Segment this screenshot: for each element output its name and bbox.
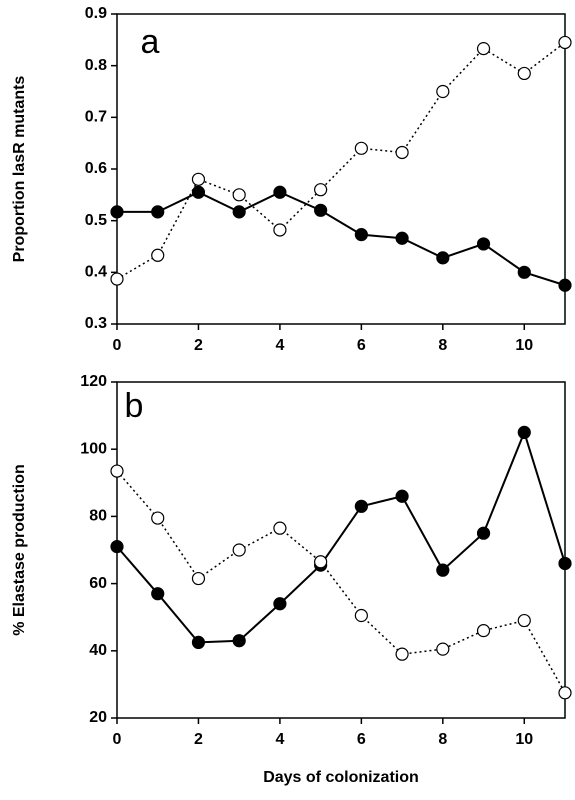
marker xyxy=(314,183,328,197)
x-tick-label: 10 xyxy=(515,731,533,748)
y-tick-label: 0.7 xyxy=(85,109,107,126)
y-tick-label: 20 xyxy=(89,709,107,726)
marker xyxy=(354,228,368,242)
x-tick-label: 8 xyxy=(438,731,447,748)
y-tick-label: 120 xyxy=(80,373,107,390)
marker xyxy=(558,556,572,571)
series-line xyxy=(116,470,566,694)
marker xyxy=(191,635,206,650)
marker xyxy=(517,425,531,439)
y-tick-label: 0.6 xyxy=(85,160,107,177)
y-tick-label: 40 xyxy=(89,642,107,659)
marker xyxy=(476,526,491,540)
marker xyxy=(517,265,531,279)
series-line xyxy=(117,191,566,287)
marker xyxy=(110,464,124,478)
marker xyxy=(354,608,368,623)
marker xyxy=(558,278,572,292)
marker xyxy=(232,188,246,202)
y-tick-label: 0.9 xyxy=(85,5,107,22)
marker xyxy=(191,172,206,186)
marker xyxy=(558,686,572,700)
marker xyxy=(314,203,328,217)
y-tick-label: 0.4 xyxy=(85,264,107,281)
x-tick-label: 0 xyxy=(113,731,122,748)
marker xyxy=(476,237,491,251)
marker xyxy=(110,540,124,554)
marker xyxy=(395,489,409,503)
x-tick-label: 4 xyxy=(275,337,284,354)
marker xyxy=(436,642,450,656)
y-axis-label: Proportion lasR mutants xyxy=(11,76,28,263)
marker xyxy=(232,543,246,557)
x-tick-label: 2 xyxy=(194,731,203,748)
marker xyxy=(151,205,165,219)
marker xyxy=(314,555,328,569)
marker xyxy=(232,634,246,648)
x-tick-label: 8 xyxy=(438,337,447,354)
marker xyxy=(354,141,368,155)
marker xyxy=(191,185,206,199)
marker xyxy=(273,597,287,611)
y-tick-label: 0.3 xyxy=(85,315,107,332)
marker xyxy=(151,511,165,525)
marker xyxy=(110,272,124,286)
plot-frame xyxy=(116,13,566,325)
marker xyxy=(110,205,124,219)
marker xyxy=(151,248,165,262)
plot-frame xyxy=(116,381,566,719)
y-tick-label: 100 xyxy=(80,440,107,457)
marker xyxy=(476,42,491,56)
x-tick-label: 4 xyxy=(275,731,284,748)
marker xyxy=(436,84,450,99)
y-tick-label: 0.8 xyxy=(85,57,107,74)
x-axis-label: Days of colonization xyxy=(263,769,419,786)
x-tick-label: 6 xyxy=(357,731,366,748)
series-line xyxy=(116,429,566,644)
panel-label: b xyxy=(125,387,144,425)
marker xyxy=(395,647,409,661)
marker xyxy=(476,624,491,638)
y-axis-label: % Elastase production xyxy=(11,464,28,636)
marker xyxy=(517,66,531,81)
x-tick-label: 10 xyxy=(515,337,533,354)
y-tick-label: 0.5 xyxy=(85,212,107,229)
marker xyxy=(558,35,572,50)
marker xyxy=(436,251,450,265)
marker xyxy=(517,613,531,628)
marker xyxy=(273,185,287,199)
marker xyxy=(151,587,165,601)
marker xyxy=(273,521,287,535)
marker xyxy=(354,499,368,513)
marker xyxy=(273,223,287,237)
y-tick-label: 60 xyxy=(89,575,107,592)
series-line xyxy=(116,41,566,280)
x-tick-label: 2 xyxy=(194,337,203,354)
marker xyxy=(436,563,450,577)
marker xyxy=(191,571,206,586)
marker xyxy=(395,145,409,160)
marker xyxy=(232,205,246,219)
x-tick-label: 0 xyxy=(113,337,122,354)
x-tick-label: 6 xyxy=(357,337,366,354)
y-tick-label: 80 xyxy=(89,508,107,525)
panel-label: a xyxy=(141,23,160,61)
marker xyxy=(395,231,409,245)
